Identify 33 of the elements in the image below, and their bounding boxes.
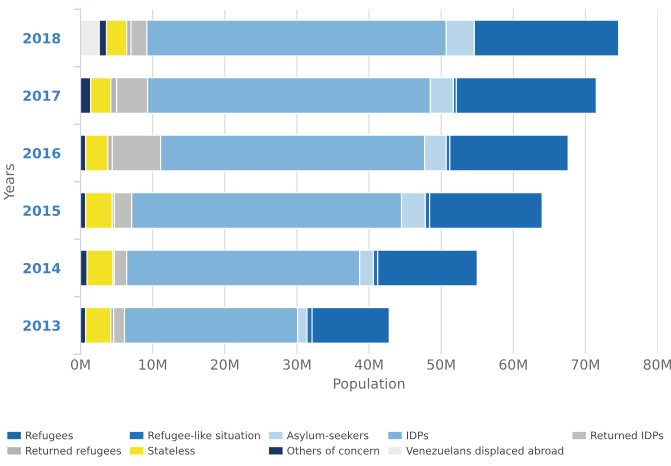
x-tick-label: 80M xyxy=(644,359,671,370)
bar xyxy=(377,250,478,286)
y-tick-label: 2013 xyxy=(24,320,60,331)
legend-label: Refugees xyxy=(26,431,73,442)
legend-label: Returned IDPs xyxy=(591,431,664,440)
legend-label: Refugee-like situation xyxy=(148,431,260,442)
x-tick-label: 0M xyxy=(71,359,90,370)
y-axis-title: Years xyxy=(4,164,14,200)
y-tick-label: 2017 xyxy=(24,90,60,102)
y-tick-label: 2014 xyxy=(24,262,60,274)
legend-label: Returned refugees xyxy=(26,446,122,457)
bar xyxy=(85,192,113,229)
x-tick-label: 70M xyxy=(572,359,599,370)
legend-label: Venezuelans displaced abroad xyxy=(406,446,564,457)
y-tick-label: 2018 xyxy=(24,33,60,44)
bar xyxy=(85,307,112,344)
bar xyxy=(449,134,569,172)
bar xyxy=(456,77,597,114)
legend-label: Asylum-seekers xyxy=(286,431,368,442)
bar xyxy=(429,192,543,229)
legend-label: IDPs xyxy=(407,432,428,440)
x-tick-label: 20M xyxy=(210,359,238,370)
bar xyxy=(85,134,108,172)
y-tick-label: 2015 xyxy=(24,205,60,216)
legend-label: Stateless xyxy=(148,446,195,455)
x-tick-label: 40M xyxy=(354,359,383,370)
x-tick-label: 10M xyxy=(139,359,166,370)
legend-label: Others of concern xyxy=(287,446,380,455)
x-tick-label: 60M xyxy=(499,359,527,370)
y-tick-label: 2016 xyxy=(24,148,60,158)
x-tick-label: 50M xyxy=(427,359,455,370)
x-tick-label: 30M xyxy=(283,359,310,370)
x-axis-title: Population xyxy=(334,378,404,392)
